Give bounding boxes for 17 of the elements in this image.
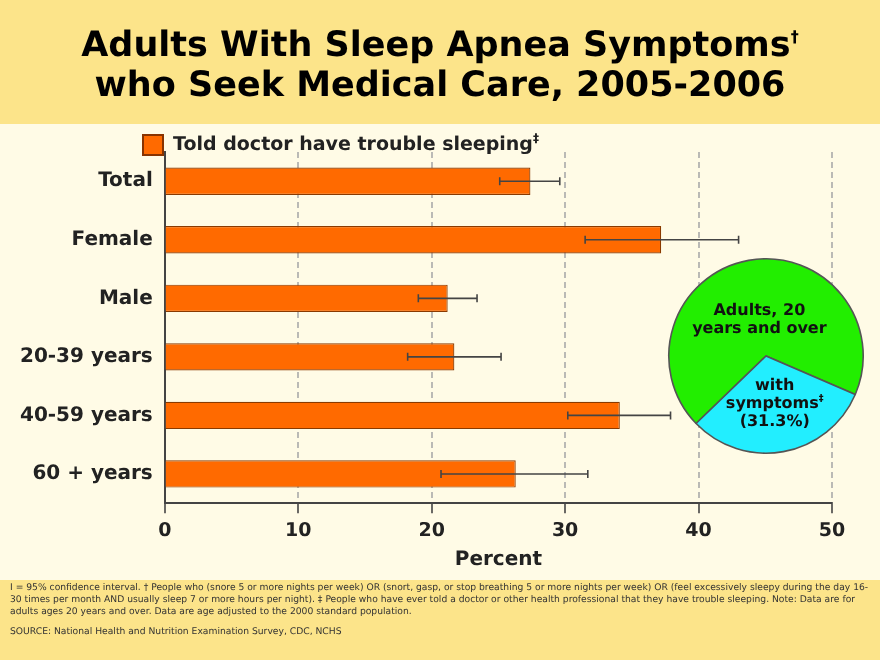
y-tick-label: 60 + years (32, 463, 153, 486)
category-label: Adults, 20 years and over (692, 300, 827, 338)
data-label: (31.3%) (739, 412, 810, 431)
y-tick-label: 40-59 years (19, 404, 153, 427)
x-tick-label: 0 (158, 519, 173, 542)
x-axis-title: Percent (454, 549, 543, 572)
chart-title: Adults With Sleep Apnea Symptoms$^{†}$ who Seek Medical Care, 2005-2006 (81, 24, 799, 107)
x-tick-label: 10 (285, 519, 313, 542)
x-tick-label: 30 (551, 519, 580, 542)
legend-label: Told doctor have trouble sleeping$^{‡}$ (173, 132, 539, 157)
x-tick-label: 20 (418, 519, 446, 542)
y-tick-label: 20-39 years (19, 346, 153, 369)
y-tick-label: Total (98, 170, 153, 193)
x-tick-label: 40 (685, 519, 713, 542)
x-tick-label: 50 (818, 519, 846, 542)
y-tick-label: Male (98, 287, 154, 310)
y-tick-label: Female (71, 228, 154, 251)
